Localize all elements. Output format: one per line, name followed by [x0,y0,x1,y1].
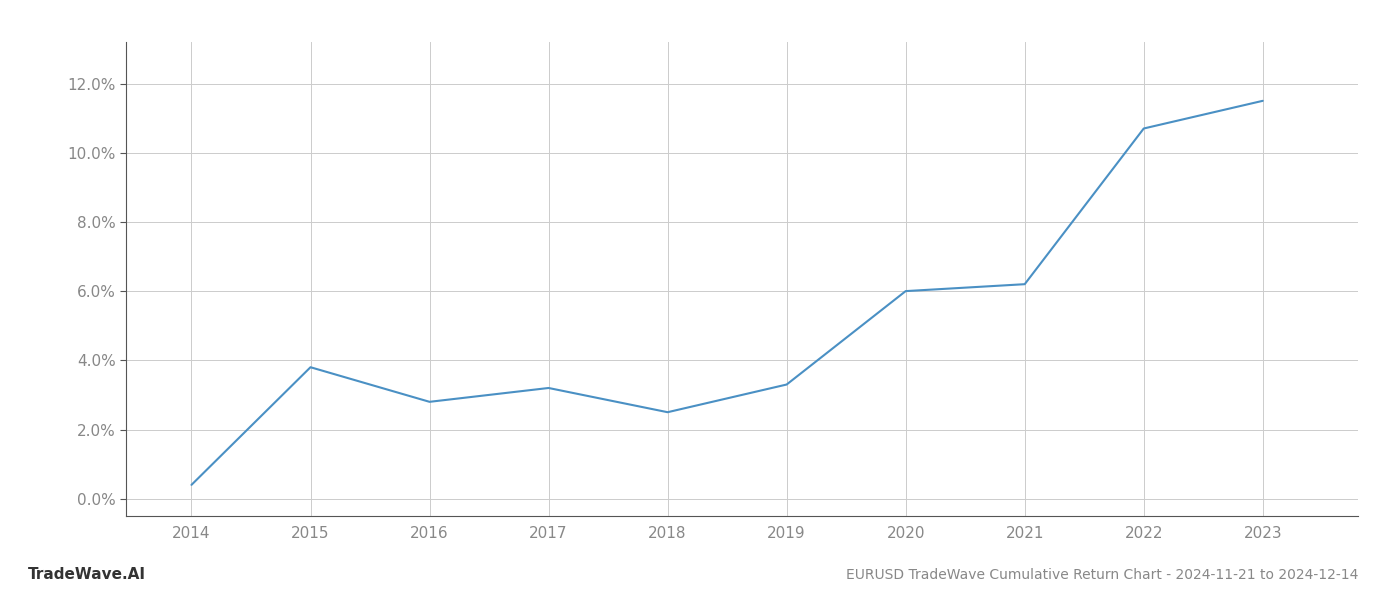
Text: TradeWave.AI: TradeWave.AI [28,567,146,582]
Text: EURUSD TradeWave Cumulative Return Chart - 2024-11-21 to 2024-12-14: EURUSD TradeWave Cumulative Return Chart… [846,568,1358,582]
